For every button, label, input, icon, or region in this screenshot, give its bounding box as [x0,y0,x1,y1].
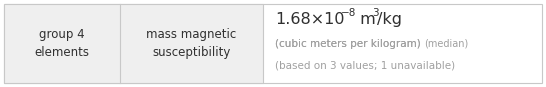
Text: mass magnetic
susceptibility: mass magnetic susceptibility [146,28,236,59]
Text: /kg: /kg [377,12,402,27]
Text: 1.68×10: 1.68×10 [275,12,345,27]
Text: group 4
elements: group 4 elements [34,28,90,59]
Bar [4,4,263,83]
Text: 3: 3 [372,8,379,18]
Text: (based on 3 values; 1 unavailable): (based on 3 values; 1 unavailable) [275,61,455,71]
Text: (cubic meters per kilogram): (cubic meters per kilogram) [275,39,421,49]
Bar [4,4,263,83]
Text: (cubic meters per kilogram): (cubic meters per kilogram) [275,39,421,49]
Text: −8: −8 [341,8,356,18]
Text: m: m [355,12,376,27]
Text: (median): (median) [424,39,468,49]
